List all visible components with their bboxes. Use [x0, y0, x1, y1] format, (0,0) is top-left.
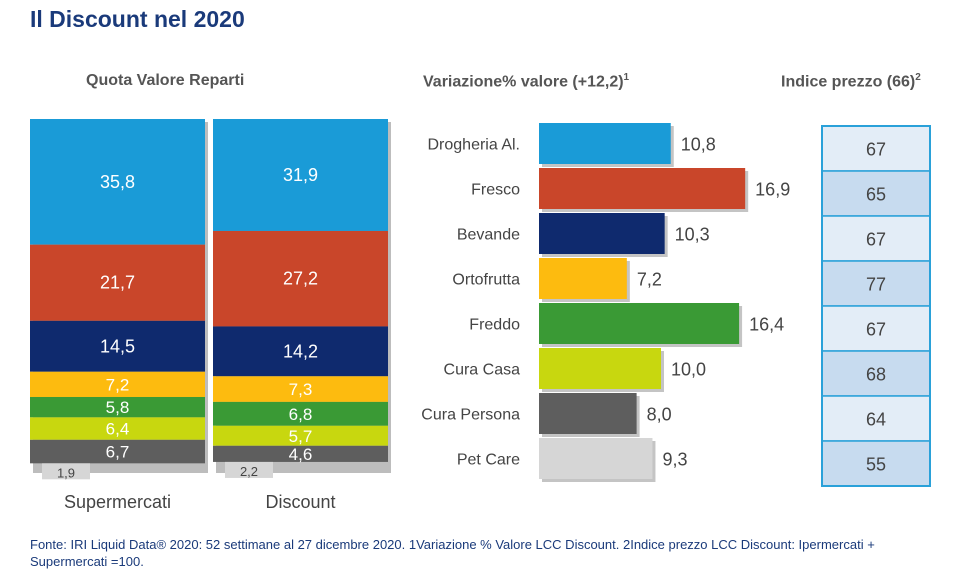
stacked-chart-title: Quota Valore Reparti	[86, 72, 245, 89]
stack-segment	[213, 326, 388, 377]
stack-segment	[213, 425, 388, 446]
index-value-label: 55	[866, 455, 886, 475]
category-label: Ortofrutta	[452, 272, 520, 289]
stack-value-label: 1,9	[57, 465, 75, 480]
index-value-label: 67	[866, 140, 886, 160]
index-table-title: Indice prezzo (66)	[781, 73, 916, 91]
bar-value-label: 10,3	[675, 225, 710, 245]
stack-segment	[213, 230, 388, 327]
stack-segment	[30, 371, 205, 397]
stack-segment	[213, 119, 388, 231]
index-footnote-mark: 2	[915, 72, 921, 83]
category-label: Freddo	[469, 317, 520, 334]
variation-bar	[539, 258, 627, 299]
stack-segment	[42, 463, 90, 480]
index-cell	[821, 125, 931, 172]
variation-chart-title: Variazione% valore (+12,2)	[423, 73, 624, 91]
stack-segment	[30, 396, 205, 418]
stack-value-label: 7,3	[289, 380, 313, 399]
category-label: Drogheria Al.	[428, 137, 521, 154]
index-value-label: 64	[866, 410, 886, 430]
variation-bar	[539, 213, 665, 254]
index-cell	[821, 305, 931, 352]
category-label: Fresco	[471, 182, 520, 199]
bar-value-label: 9,3	[662, 450, 687, 470]
stacked-chart-header: Quota Valore Reparti	[86, 72, 244, 90]
stack-value-label: 27,2	[283, 269, 318, 289]
source-footnote: Fonte: IRI Liquid Data® 2020: 52 settima…	[30, 537, 875, 569]
category-label: Supermercati	[64, 492, 171, 512]
index-cell	[821, 350, 931, 397]
stack-value-label: 4,6	[289, 445, 313, 464]
stack-value-label: 6,4	[106, 420, 130, 439]
index-value-label: 67	[866, 230, 886, 250]
bar-value-label: 16,9	[755, 180, 790, 200]
category-label: Bevande	[457, 227, 520, 244]
stack-segment	[30, 244, 205, 321]
variation-bar	[539, 438, 653, 479]
category-label: Cura Persona	[421, 407, 520, 424]
index-value-label: 68	[866, 365, 886, 385]
stack-segment	[30, 417, 205, 440]
variation-bar	[539, 123, 671, 164]
stack-value-label: 7,2	[106, 375, 130, 394]
variation-bar	[539, 348, 661, 389]
category-label: Pet Care	[457, 452, 520, 469]
variation-bar	[539, 393, 637, 434]
variation-chart-header: Variazione% valore (+12,2)1	[423, 72, 629, 91]
stack-value-label: 14,5	[100, 336, 135, 356]
variation-bar	[539, 168, 746, 209]
bar-value-label: 8,0	[647, 405, 672, 425]
stack-value-label: 35,8	[100, 172, 135, 192]
category-label: Cura Casa	[444, 362, 521, 379]
page-title: Il Discount nel 2020	[30, 6, 245, 32]
stack-value-label: 21,7	[100, 273, 135, 293]
bar-value-label: 10,8	[681, 135, 716, 155]
stack-segment	[30, 320, 205, 372]
stack-value-label: 2,2	[240, 464, 258, 479]
variation-footnote-mark: 1	[623, 72, 630, 83]
index-cell	[821, 395, 931, 442]
index-table-border	[821, 125, 931, 487]
bar-value-label: 16,4	[749, 315, 784, 335]
index-value-label: 77	[866, 275, 886, 295]
bar-value-label: 7,2	[637, 270, 662, 290]
stack-value-label: 6,8	[289, 405, 313, 424]
index-value-label: 67	[866, 320, 886, 340]
variation-bar	[539, 303, 740, 344]
stack-segment	[30, 439, 205, 464]
stack-segment	[213, 445, 388, 462]
stack-value-label: 5,7	[289, 427, 313, 446]
stack-segment	[225, 461, 273, 478]
index-value-label: 65	[866, 185, 886, 205]
stack-value-label: 14,2	[283, 341, 318, 361]
stack-value-label: 6,7	[106, 443, 130, 462]
bar-value-label: 10,0	[671, 360, 706, 380]
stack-value-label: 31,9	[283, 165, 318, 185]
stack-segment	[213, 376, 388, 402]
category-label: Discount	[265, 492, 335, 512]
stack-segment	[30, 119, 205, 245]
index-table-header: Indice prezzo (66)2	[781, 72, 921, 91]
stack-segment	[213, 401, 388, 426]
stack-value-label: 5,8	[106, 398, 130, 417]
